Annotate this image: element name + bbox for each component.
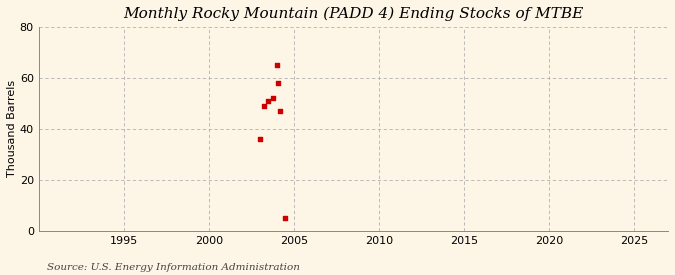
Point	[254, 137, 265, 141]
Text: Source: U.S. Energy Information Administration: Source: U.S. Energy Information Administ…	[47, 263, 300, 272]
Point	[263, 99, 274, 103]
Point	[271, 63, 282, 67]
Point	[274, 109, 285, 113]
Point	[273, 81, 284, 85]
Title: Monthly Rocky Mountain (PADD 4) Ending Stocks of MTBE: Monthly Rocky Mountain (PADD 4) Ending S…	[124, 7, 583, 21]
Point	[280, 216, 291, 221]
Y-axis label: Thousand Barrels: Thousand Barrels	[7, 80, 17, 177]
Point	[267, 96, 278, 100]
Point	[259, 104, 269, 108]
